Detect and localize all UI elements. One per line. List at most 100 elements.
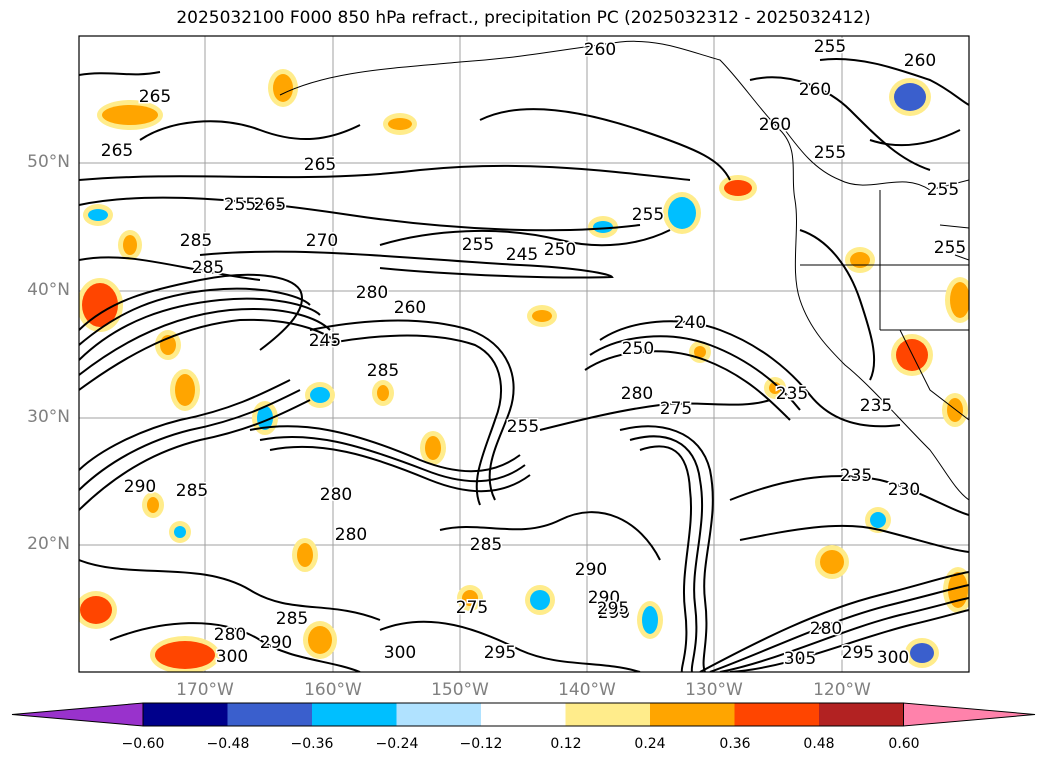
lon-label-170w: 170°W — [176, 680, 234, 700]
contour-label: 305 — [784, 649, 816, 669]
contour-line — [699, 571, 969, 672]
contour-line — [599, 320, 901, 428]
lat-label-20n: 20°N — [27, 534, 70, 554]
contour-line — [709, 584, 969, 672]
contour-line — [79, 164, 691, 181]
contour-line — [139, 120, 361, 141]
contour-label: 290 — [598, 603, 630, 623]
precip-patch — [425, 436, 441, 460]
colorbar-segment — [396, 703, 481, 726]
precip-patch — [155, 641, 215, 669]
lon-label-140w: 140°W — [558, 680, 616, 700]
contour-line — [79, 318, 341, 391]
contour-label: 270 — [306, 231, 338, 251]
colorbar-tick: −0.36 — [290, 736, 334, 752]
contour-line — [79, 196, 641, 232]
colorbar-segment — [650, 703, 735, 726]
lat-label-30n: 30°N — [27, 407, 70, 427]
contour-label: 280 — [621, 384, 653, 404]
precip-patch — [310, 387, 330, 403]
contour-line — [619, 425, 714, 672]
lon-label-120w: 120°W — [813, 680, 871, 700]
contour-label: 265 — [304, 155, 336, 175]
precip-patch — [123, 235, 137, 255]
precip-patch — [947, 398, 963, 422]
contour-label: 300 — [384, 643, 416, 663]
precip-patch — [102, 105, 158, 125]
contour-label: 280 — [356, 283, 388, 303]
precip-patch — [950, 282, 969, 318]
contour-line — [79, 297, 321, 361]
colorbar-tick: −0.12 — [459, 736, 503, 752]
contour-label: 265 — [254, 195, 286, 215]
contour-label: 290 — [260, 633, 292, 653]
precip-patch — [910, 643, 934, 663]
contour-line — [729, 609, 969, 672]
precip-patch — [297, 543, 313, 567]
contour-label: 255 — [507, 417, 539, 437]
contour-line — [439, 511, 661, 561]
contour-label: 295 — [484, 643, 516, 663]
colorbar-segment — [819, 703, 904, 726]
contour-line — [729, 475, 969, 516]
contour-line — [79, 389, 301, 491]
contour-label: 285 — [180, 231, 212, 251]
precip-patch — [257, 406, 273, 430]
precip-patch — [668, 197, 696, 229]
contour-label: 245 — [506, 245, 538, 265]
lon-label-130w: 130°W — [685, 680, 743, 700]
contour-label: 275 — [456, 598, 488, 618]
contour-line — [479, 108, 731, 181]
precip-patch — [175, 374, 195, 406]
colorbar — [11, 702, 1036, 727]
contour-line — [319, 334, 502, 506]
contour-line — [309, 319, 515, 501]
contour-line — [719, 597, 969, 672]
contour-line — [639, 445, 693, 672]
precip-shading — [79, 69, 969, 672]
contour-label: 285 — [470, 535, 502, 555]
contour-label: 240 — [674, 313, 706, 333]
contour-label: 235 — [776, 384, 808, 404]
contour-line — [79, 399, 311, 511]
colorbar-tick: 0.36 — [719, 736, 751, 752]
contour-label: 275 — [660, 399, 692, 419]
precip-patch — [273, 74, 293, 102]
contour-line — [199, 250, 614, 279]
colorbar-segment — [565, 703, 650, 726]
contour-label: 295 — [842, 643, 874, 663]
contour-label: 280 — [335, 525, 367, 545]
contour-label: 235 — [860, 396, 892, 416]
colorbar-tick: 0.60 — [888, 736, 920, 752]
precip-patch — [174, 526, 186, 538]
contour-line — [79, 308, 331, 376]
contour-label: 260 — [904, 51, 936, 71]
contour-label: 250 — [544, 240, 576, 260]
colorbar-segment — [143, 703, 228, 726]
colorbar-extend-max — [903, 702, 1036, 727]
contour-line — [379, 620, 641, 672]
refractivity-contours — [79, 58, 969, 672]
lon-label-160w: 160°W — [304, 680, 362, 700]
colorbar-extend-min — [11, 702, 144, 727]
contour-label: 235 — [840, 466, 872, 486]
contour-line — [79, 273, 303, 351]
precip-patch — [769, 382, 781, 394]
contour-label: 265 — [139, 87, 171, 107]
precip-patch — [388, 118, 412, 130]
contour-line — [79, 559, 381, 621]
contour-label: 245 — [309, 331, 341, 351]
contour-label: 290 — [575, 560, 607, 580]
lat-label-40n: 40°N — [27, 280, 70, 300]
contour-label: 250 — [622, 339, 654, 359]
precip-patch — [530, 590, 550, 610]
contour-label: 230 — [888, 480, 920, 500]
precip-patch — [593, 221, 613, 233]
contour-line — [539, 399, 771, 431]
precip-patch — [850, 252, 870, 268]
precip-patch — [147, 497, 159, 513]
contour-label: 255 — [462, 235, 494, 255]
contour-line — [799, 229, 876, 381]
contour-line — [629, 435, 704, 672]
contour-label: 300 — [877, 648, 909, 668]
